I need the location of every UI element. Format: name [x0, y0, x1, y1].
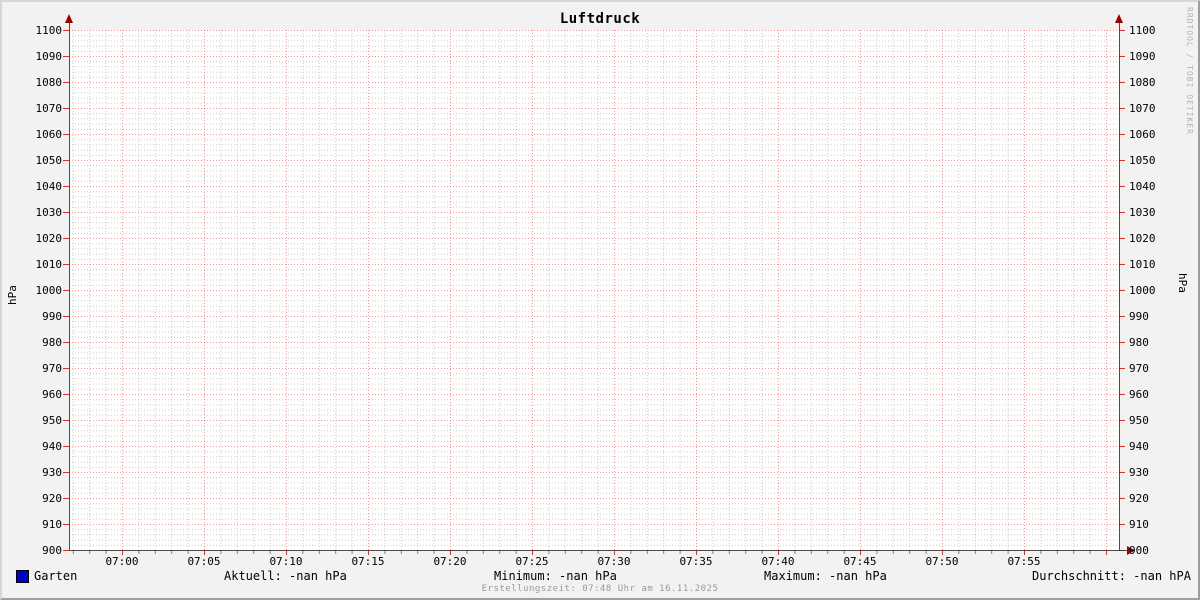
- y-tick-label-right: 1030: [1129, 206, 1156, 219]
- x-tick-label: 07:35: [679, 555, 713, 568]
- y-tick-label-left: 980: [42, 336, 62, 349]
- chart-title: Luftdruck: [559, 11, 641, 27]
- x-tick-label: 07:45: [843, 555, 877, 568]
- y-tick-label-left: 1100: [35, 24, 63, 37]
- series-label: Garten: [34, 569, 78, 583]
- legend-row: Garten Aktuell: -nan hPa Minimum: -nan hP…: [2, 569, 1198, 585]
- y-tick-label-right: 920: [1129, 492, 1149, 505]
- legend-stat: Aktuell: -nan hPa: [224, 569, 347, 583]
- legend-stat: Durchschnitt: -nan hPA: [1032, 569, 1191, 583]
- y-tick-label-left: 1030: [35, 206, 63, 219]
- y-tick-label-left: 990: [42, 310, 62, 323]
- y-tick-label-right: 1100: [1129, 24, 1156, 37]
- y-tick-label-right: 1070: [1129, 102, 1156, 115]
- y-tick-label-left: 1040: [35, 180, 63, 193]
- y-tick-label-right: 990: [1129, 310, 1149, 323]
- y-tick-label-right: 910: [1129, 518, 1149, 531]
- rrdtool-watermark: RRDTOOL / TOBI OETIKER: [1185, 7, 1194, 135]
- y-tick-label-left: 950: [42, 414, 62, 427]
- y-axis-label-left: hPa: [6, 285, 19, 305]
- y-tick-label-left: 1090: [35, 50, 63, 63]
- y-tick-label-right: 1090: [1129, 50, 1156, 63]
- x-tick-label: 07:20: [433, 555, 467, 568]
- y-tick-label-left: 1080: [35, 76, 63, 89]
- creation-timestamp: Erstellungszeit: 07:48 Uhr am 16.11.2025: [481, 584, 719, 594]
- y-tick-label-right: 1050: [1129, 154, 1156, 167]
- y-tick-label-left: 1050: [35, 154, 63, 167]
- y-tick-label-right: 1080: [1129, 76, 1156, 89]
- x-tick-label: 07:15: [351, 555, 385, 568]
- y-tick-label-right: 1060: [1129, 128, 1156, 141]
- y-tick-label-left: 1000: [35, 284, 63, 297]
- y-tick-label-right: 980: [1129, 336, 1149, 349]
- x-tick-label: 07:40: [761, 555, 795, 568]
- y-tick-label-left: 1010: [35, 258, 63, 271]
- legend-stat: Maximum: -nan hPa: [764, 569, 887, 583]
- y-tick-label-right: 950: [1129, 414, 1149, 427]
- legend-stat: Minimum: -nan hPa: [494, 569, 617, 583]
- y-tick-label-left: 900: [42, 544, 62, 557]
- y-tick-label-right: 1040: [1129, 180, 1156, 193]
- y-tick-label-left: 1020: [35, 232, 63, 245]
- x-tick-label: 07:00: [105, 555, 139, 568]
- y-tick-label-right: 930: [1129, 466, 1149, 479]
- y-tick-label-left: 920: [42, 492, 62, 505]
- x-tick-label: 07:05: [187, 555, 221, 568]
- x-tick-label: 07:55: [1007, 555, 1041, 568]
- y-tick-label-left: 1070: [35, 102, 63, 115]
- x-tick-label: 07:25: [515, 555, 549, 568]
- y-tick-label-right: 900: [1129, 544, 1149, 557]
- y-tick-label-left: 960: [42, 388, 62, 401]
- y-tick-label-right: 1010: [1129, 258, 1156, 271]
- y-tick-label-left: 1060: [35, 128, 63, 141]
- y-tick-label-right: 960: [1129, 388, 1149, 401]
- x-tick-label: 07:30: [597, 555, 631, 568]
- y-tick-label-right: 940: [1129, 440, 1149, 453]
- y-tick-label-left: 940: [42, 440, 62, 453]
- y-tick-label-left: 930: [42, 466, 62, 479]
- y-axis-label-right: hPa: [1176, 273, 1189, 293]
- series-color-swatch: [16, 570, 29, 583]
- y-tick-label-right: 1000: [1129, 284, 1156, 297]
- x-tick-label: 07:10: [269, 555, 303, 568]
- y-tick-label-right: 970: [1129, 362, 1149, 375]
- y-tick-label-left: 910: [42, 518, 62, 531]
- y-tick-label-left: 970: [42, 362, 62, 375]
- y-tick-label-right: 1020: [1129, 232, 1156, 245]
- x-tick-label: 07:50: [925, 555, 959, 568]
